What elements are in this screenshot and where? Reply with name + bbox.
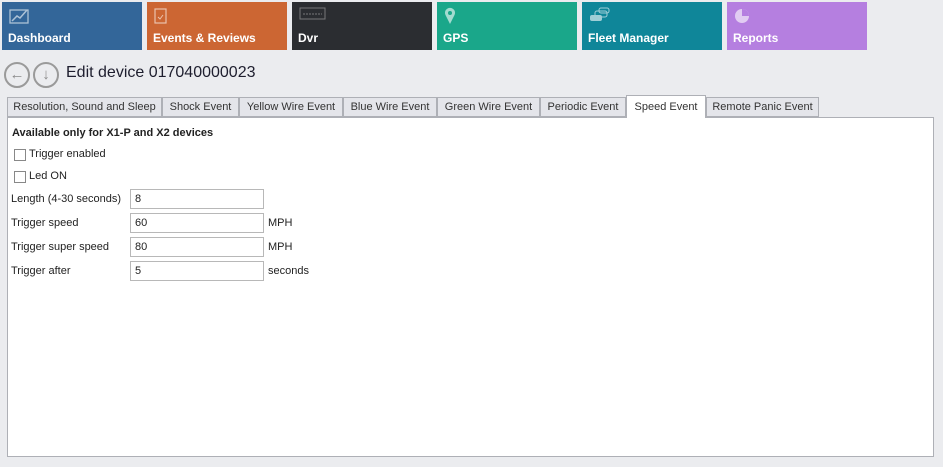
nav-tile-dvr[interactable]: Dvr: [292, 2, 432, 50]
nav-tile-events-reviews[interactable]: Events & Reviews: [147, 2, 287, 50]
length-label: Length (4-30 seconds): [11, 193, 122, 205]
speed-event-panel: Available only for X1-P and X2 devices T…: [7, 117, 934, 457]
trigger-speed-input[interactable]: 60: [130, 213, 264, 233]
led-on-checkbox[interactable]: [14, 171, 26, 183]
trigger-super-speed-input[interactable]: 80: [130, 237, 264, 257]
cars-icon: [590, 7, 610, 21]
down-button[interactable]: ↓: [33, 62, 59, 88]
nav-label: Dashboard: [8, 31, 71, 45]
trigger-after-label: Trigger after: [11, 265, 71, 277]
back-button[interactable]: ←: [4, 62, 30, 88]
nav-tile-reports[interactable]: Reports: [727, 2, 867, 50]
led-on-label: Led ON: [29, 170, 67, 182]
nav-label: Reports: [733, 31, 779, 45]
chart-icon: [9, 9, 29, 24]
trigger-enabled-checkbox[interactable]: [14, 149, 26, 161]
tab-yellow-wire-event[interactable]: Yellow Wire Event: [239, 97, 343, 117]
page-title: Edit device 017040000023: [66, 64, 256, 81]
trigger-super-speed-unit: MPH: [268, 241, 293, 253]
arrow-left-icon: ←: [9, 66, 25, 83]
form-heading: Available only for X1-P and X2 devices: [12, 127, 214, 139]
tab-shock-event[interactable]: Shock Event: [162, 97, 239, 117]
nav-label: GPS: [443, 31, 469, 45]
nav-label: Fleet Manager: [588, 31, 669, 45]
nav-tile-gps[interactable]: GPS: [437, 2, 577, 50]
tab-speed-event[interactable]: Speed Event: [626, 95, 706, 118]
trigger-enabled-label: Trigger enabled: [29, 148, 106, 160]
trigger-after-input[interactable]: 5: [130, 261, 264, 281]
nav-tile-fleet-manager[interactable]: Fleet Manager: [582, 2, 722, 50]
length-input[interactable]: 8: [130, 189, 264, 209]
tab-resolution-sound-sleep[interactable]: Resolution, Sound and Sleep: [7, 97, 162, 117]
tab-green-wire-event[interactable]: Green Wire Event: [437, 97, 540, 117]
trigger-speed-label: Trigger speed: [11, 217, 79, 229]
nav-label: Events & Reviews: [153, 31, 256, 45]
trigger-super-speed-label: Trigger super speed: [11, 241, 110, 253]
trigger-speed-unit: MPH: [268, 217, 293, 229]
nav-label: Dvr: [298, 31, 319, 45]
trigger-after-unit: seconds: [268, 265, 309, 277]
clipboard-icon: [154, 8, 167, 24]
tab-blue-wire-event[interactable]: Blue Wire Event: [343, 97, 437, 117]
nav-tile-dashboard[interactable]: Dashboard: [2, 2, 142, 50]
map-pin-icon: [445, 7, 455, 25]
pie-chart-icon: [735, 9, 749, 23]
arrow-down-icon: ↓: [42, 66, 50, 83]
dvr-logo-icon: [299, 7, 326, 20]
tab-remote-panic-event[interactable]: Remote Panic Event: [706, 97, 819, 117]
tab-periodic-event[interactable]: Periodic Event: [540, 97, 626, 117]
